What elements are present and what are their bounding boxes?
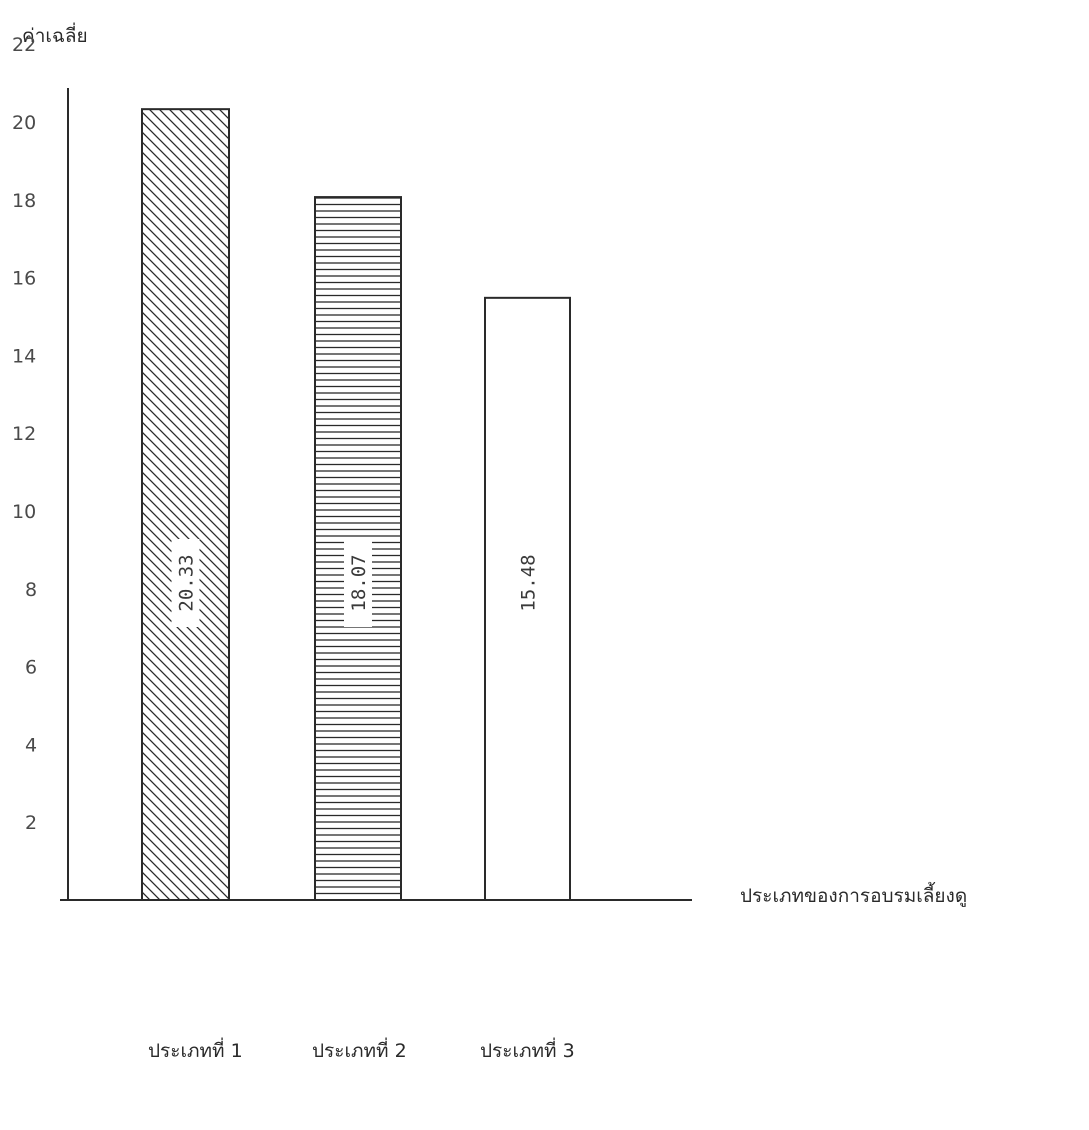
y-tick-label: 6 — [25, 657, 37, 679]
x-axis-title: ประเภทของการอบรมเลี้ยงดู — [740, 882, 967, 907]
y-axis-title: ค่าเฉลี่ย — [22, 22, 88, 47]
value-labels: 20.33 18.07 15.48 — [171, 539, 540, 627]
y-tick-label: 4 — [25, 734, 37, 756]
value-label-background — [171, 539, 200, 627]
bar — [141, 108, 230, 901]
y-tick-labels: 2 4 6 8 10 12 14 16 18 20 22 — [12, 34, 37, 834]
y-tick-label: 10 — [12, 501, 36, 523]
y-tick-label: 16 — [12, 268, 36, 290]
category-labels: ประเภทที่ 1 ประเภทที่ 2 ประเภทที่ 3 — [148, 1037, 575, 1062]
category-label: ประเภทที่ 3 — [480, 1037, 575, 1062]
value-label: 15.48 — [518, 554, 540, 611]
value-label: 18.07 — [348, 554, 370, 611]
y-tick-label: 20 — [12, 112, 36, 134]
y-tick-label: 22 — [12, 34, 36, 56]
bars — [141, 108, 571, 901]
y-tick-label: 8 — [25, 579, 37, 601]
y-tick-label: 2 — [25, 812, 37, 834]
category-label: ประเภทที่ 1 — [148, 1037, 243, 1062]
y-tick-label: 12 — [12, 423, 36, 445]
value-label-background — [344, 539, 372, 627]
y-tick-label: 14 — [12, 345, 36, 367]
value-label: 20.33 — [176, 554, 198, 611]
y-tick-label: 18 — [12, 190, 36, 212]
category-label: ประเภทที่ 2 — [312, 1037, 407, 1062]
bar — [484, 296, 571, 901]
